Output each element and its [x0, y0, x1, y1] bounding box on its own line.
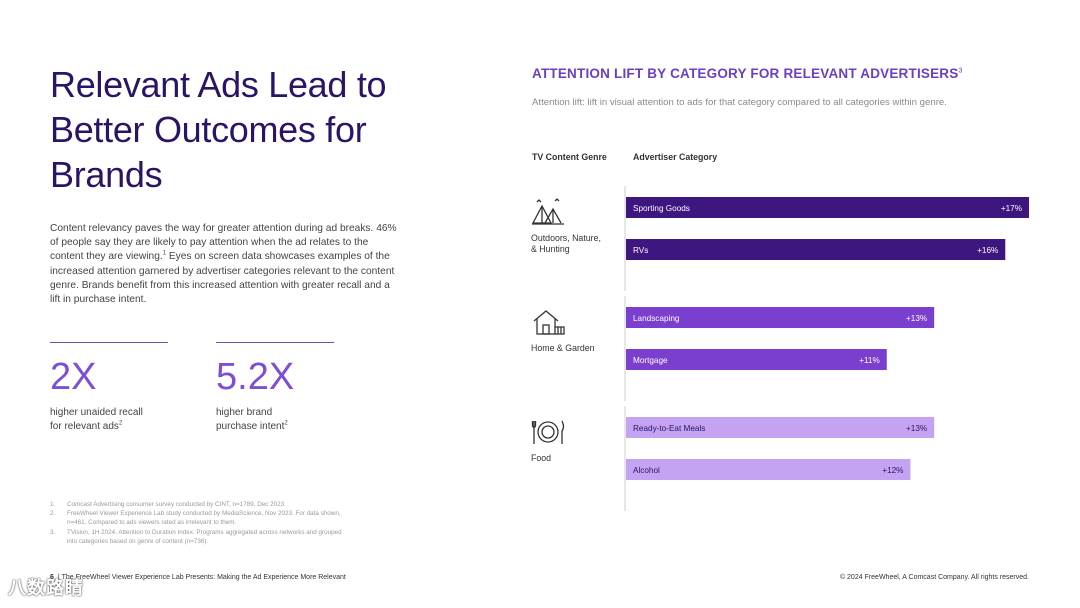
- bar: [626, 307, 935, 328]
- camping-tents-icon: [531, 197, 565, 227]
- bar: [626, 239, 1006, 260]
- stat-recall: 2X higher unaided recall for relevant ad…: [50, 342, 168, 434]
- bar: [626, 459, 911, 480]
- genre-label: Home & Garden: [531, 343, 595, 353]
- bar-value-label: +16%: [977, 246, 998, 255]
- bar-category-label: Ready-to-Eat Meals: [633, 424, 705, 433]
- column-header-genre: TV Content Genre: [532, 152, 607, 162]
- bar-category-label: Alcohol: [633, 466, 660, 475]
- bar-value-label: +12%: [882, 466, 903, 475]
- page-number: 6: [50, 574, 54, 581]
- stat-caption: higher unaided recall for relevant ads2: [50, 407, 143, 432]
- genre-label: Food: [531, 453, 552, 463]
- chart-subtitle: Attention lift: lift in visual attention…: [532, 97, 947, 108]
- footnote: 1. Comcast Advertising consumer survey co…: [50, 501, 286, 508]
- footer-copyright: © 2024 FreeWheel, A Comcast Company. All…: [839, 574, 1029, 581]
- bar-value-label: +11%: [859, 356, 880, 365]
- footnote: 2. FreeWheel Viewer Experience Lab study …: [50, 510, 341, 527]
- footer-report-title: 6 | The FreeWheel Viewer Experience Lab P…: [50, 574, 346, 581]
- chart-title: ATTENTION LIFT BY CATEGORY FOR RELEVANT …: [532, 66, 963, 81]
- stat-divider: [50, 342, 168, 343]
- stat-divider: [216, 342, 334, 343]
- stat-purchase-intent: 5.2X higher brand purchase intent2: [216, 342, 334, 434]
- bar-category-label: Mortgage: [633, 356, 668, 365]
- bar: [626, 197, 1029, 218]
- bar: [626, 417, 935, 438]
- bar-value-label: +13%: [906, 314, 927, 323]
- genre-label: Outdoors, Nature, & Hunting: [531, 233, 601, 254]
- page-title: Relevant Ads Lead to Better Outcomes for…: [50, 64, 387, 195]
- bar-category-label: RVs: [633, 246, 648, 255]
- bar-value-label: +17%: [1001, 204, 1022, 213]
- footnote: 3. TVision, 1H 2024. Attention to Duratio…: [50, 528, 342, 545]
- bar-category-label: Landscaping: [633, 314, 680, 323]
- footer-separator: |: [57, 574, 60, 581]
- stat-value: 5.2X: [216, 356, 295, 398]
- stat-caption: higher brand purchase intent2: [216, 407, 288, 432]
- column-header-category: Advertiser Category: [633, 152, 718, 162]
- watermark: 八数路睛: [8, 578, 84, 598]
- body-paragraph: Content relevancy paves the way for grea…: [50, 223, 397, 306]
- stat-value: 2X: [50, 356, 97, 398]
- bar-value-label: +13%: [906, 424, 927, 433]
- bar-category-label: Sporting Goods: [633, 204, 690, 213]
- footnotes: 1. Comcast Advertising consumer survey co…: [50, 500, 350, 546]
- plate-cutlery-icon: [531, 417, 565, 447]
- house-icon: [531, 307, 565, 337]
- bar: [626, 349, 887, 370]
